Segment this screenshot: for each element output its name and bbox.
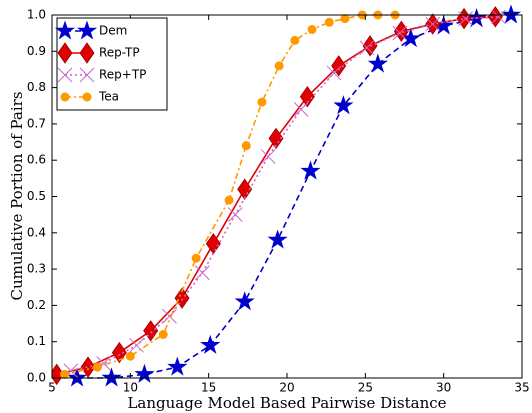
series [60, 10, 400, 379]
marker [367, 53, 388, 73]
marker [257, 97, 267, 107]
marker [174, 287, 190, 309]
legend-box [56, 17, 168, 111]
marker [54, 20, 76, 40]
marker [111, 341, 127, 364]
legend: Dem Rep-TP Rep+TP Tea [54, 17, 168, 111]
y-tick-label: 0.7 [27, 116, 46, 130]
marker [290, 35, 300, 45]
marker [79, 67, 95, 83]
marker [425, 16, 441, 32]
marker [92, 362, 102, 372]
marker [392, 25, 408, 41]
marker [195, 265, 210, 281]
marker [307, 25, 317, 35]
y-tick-label: 0.3 [27, 262, 46, 276]
marker [326, 65, 342, 81]
legend-label: Dem [99, 24, 127, 38]
marker [191, 253, 201, 263]
x-tick-label: 10 [123, 381, 138, 395]
marker [458, 11, 473, 26]
y-tick-label: 1.0 [27, 8, 46, 22]
x-tick-label: 25 [358, 381, 373, 395]
marker [125, 351, 135, 361]
y-tick-label: 0.5 [27, 189, 46, 203]
marker [167, 356, 188, 376]
marker [80, 356, 96, 378]
marker [224, 195, 234, 205]
marker [487, 6, 503, 28]
marker [500, 5, 522, 24]
legend-label: Rep-TP [99, 46, 140, 60]
x-tick-label: 35 [514, 381, 529, 395]
marker [57, 67, 73, 83]
marker [340, 14, 350, 24]
y-tick-label: 0.2 [27, 298, 46, 312]
y-tick-label: 0.8 [27, 80, 46, 94]
series [63, 9, 506, 379]
marker [143, 320, 159, 342]
y-tick-label: 0.1 [27, 334, 46, 348]
marker [299, 85, 315, 108]
marker [57, 42, 73, 64]
x-tick-label: 30 [436, 381, 451, 395]
marker [359, 40, 375, 56]
legend-label: Tea [98, 90, 119, 104]
x-tick-label: 5 [48, 381, 56, 395]
marker [324, 17, 334, 27]
marker [134, 363, 155, 383]
x-tick-label: 15 [201, 381, 216, 395]
x-tick-label: 20 [279, 381, 294, 395]
marker [162, 308, 177, 324]
marker [237, 178, 253, 200]
marker [227, 207, 243, 223]
marker [82, 92, 92, 102]
series [67, 5, 522, 387]
marker [333, 95, 354, 115]
marker [267, 229, 288, 249]
legend-label: Rep+TP [99, 68, 146, 82]
marker [158, 329, 168, 339]
marker [79, 42, 95, 64]
y-tick-label: 0.4 [27, 225, 46, 239]
marker [274, 61, 284, 71]
marker [60, 92, 70, 102]
marker [491, 9, 506, 25]
series-line [64, 14, 396, 376]
y-axis-label: Cumulative Portion of Pairs [8, 91, 26, 300]
y-tick-label: 0.6 [27, 153, 46, 167]
series-line [70, 16, 499, 372]
marker [60, 369, 70, 379]
marker [241, 141, 251, 151]
marker [234, 291, 255, 311]
marker [260, 149, 276, 164]
y-tick-label: 0.0 [27, 371, 46, 385]
x-axis-label: Language Model Based Pairwise Distance [127, 394, 446, 412]
marker [331, 55, 347, 77]
marker [200, 334, 221, 354]
marker [268, 127, 284, 150]
marker [76, 20, 98, 40]
marker [101, 367, 122, 387]
y-tick-label: 0.9 [27, 44, 46, 58]
marker [129, 337, 144, 353]
marker [300, 160, 321, 180]
marker [293, 102, 309, 117]
